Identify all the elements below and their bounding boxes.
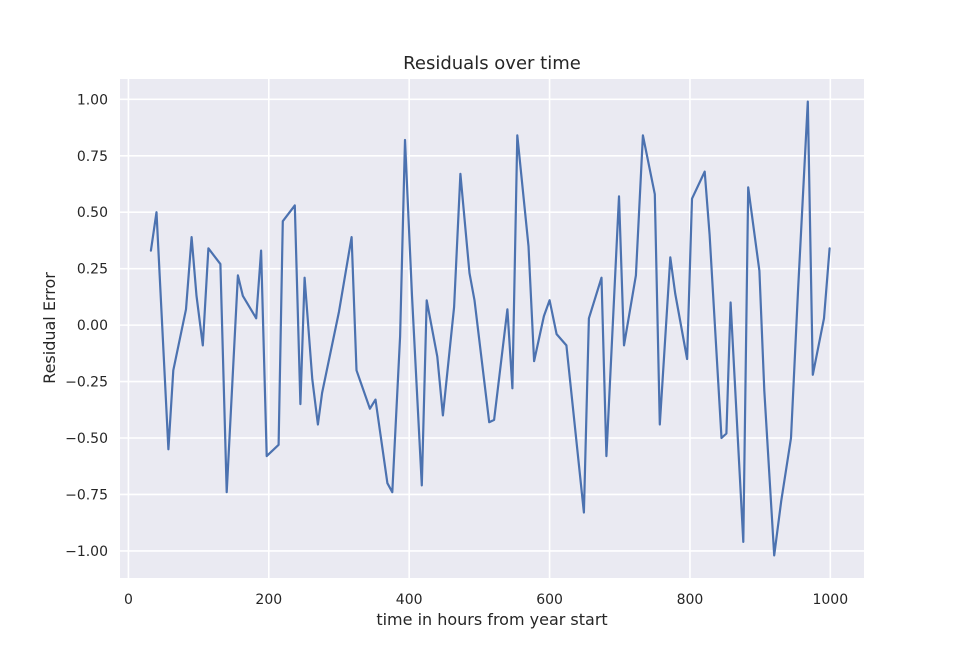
y-tick-label: 0.50 — [77, 205, 108, 221]
x-tick-label: 200 — [255, 592, 282, 608]
y-tick-label: 0.25 — [77, 262, 108, 278]
y-tick-label: 1.00 — [77, 92, 108, 108]
y-tick-label: 0.75 — [77, 149, 108, 165]
plot-area — [120, 79, 864, 578]
y-tick-label: −0.75 — [65, 487, 108, 503]
x-tick-labels: 0 200 400 600 800 1000 — [124, 592, 848, 608]
x-tick-label: 400 — [396, 592, 423, 608]
series-line — [149, 100, 831, 557]
y-tick-label: −0.50 — [65, 431, 108, 447]
y-tick-label: −0.25 — [65, 375, 108, 391]
y-gridlines — [120, 98, 864, 552]
series-group — [149, 100, 831, 557]
y-axis-label: Residual Error — [40, 272, 59, 384]
x-tick-label: 0 — [124, 592, 133, 608]
y-tick-label: 0.00 — [77, 318, 108, 334]
chart-title: Residuals over time — [403, 53, 581, 74]
x-tick-label: 1000 — [812, 592, 848, 608]
y-tick-labels: −1.00 −0.75 −0.50 −0.25 0.00 0.25 0.50 0.75 1.00 — [65, 92, 108, 560]
y-tick-label: −1.00 — [65, 544, 108, 560]
x-tick-label: 800 — [677, 592, 704, 608]
x-tick-label: 600 — [536, 592, 563, 608]
x-axis-label: time in hours from year start — [376, 610, 607, 629]
